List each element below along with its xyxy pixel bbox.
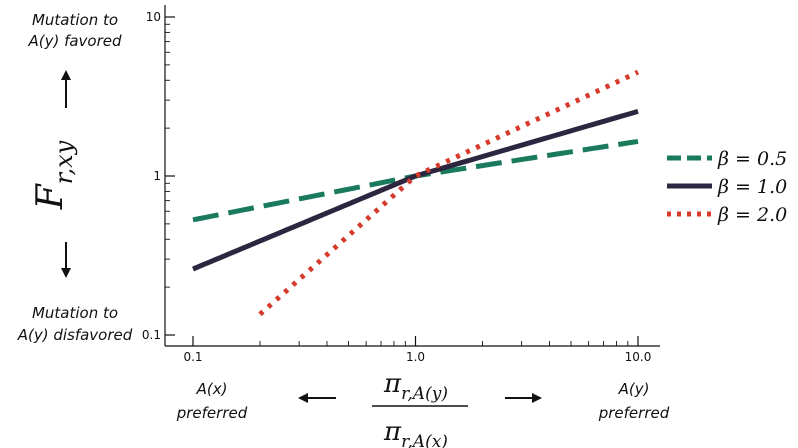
down-arrow-icon bbox=[61, 242, 71, 278]
annotation-favored-line2: A(y) favored bbox=[27, 32, 122, 50]
legend-label-2: β = 1.0 bbox=[717, 176, 787, 198]
series-line-3 bbox=[258, 69, 640, 317]
annotation-ax-preferred-line1: A(x) bbox=[196, 380, 228, 398]
legend-label-1: β = 0.5 bbox=[717, 148, 787, 170]
annotation-disfavored-line2: A(y) disfavored bbox=[17, 326, 133, 344]
svg-text:πr,A(x): πr,A(x) bbox=[383, 417, 448, 448]
y-tick-label: 0.1 bbox=[142, 328, 161, 342]
y-tick-label: 1 bbox=[153, 169, 161, 183]
series-line-1 bbox=[192, 138, 639, 223]
series-line-2 bbox=[192, 108, 639, 272]
x-tick-label: 1.0 bbox=[406, 350, 425, 364]
left-arrow-icon bbox=[298, 393, 336, 403]
right-arrow-icon bbox=[505, 393, 542, 403]
annotation-ay-preferred-line2: preferred bbox=[598, 404, 670, 422]
up-arrow-icon bbox=[61, 70, 71, 108]
y-axis-label: Fr,xy bbox=[30, 140, 78, 210]
annotation-favored-line1: Mutation to bbox=[32, 11, 118, 29]
y-tick-label: 10 bbox=[146, 10, 161, 24]
x-tick-label: 0.1 bbox=[183, 350, 202, 364]
svg-text:Fr,xy: Fr,xy bbox=[30, 140, 78, 210]
annotation-ay-preferred-line1: A(y) bbox=[618, 380, 650, 398]
annotation-disfavored-line1: Mutation to bbox=[32, 304, 118, 322]
svg-text:πr,A(y): πr,A(y) bbox=[383, 369, 448, 404]
x-axis-label: πr,A(y) πr,A(x) bbox=[372, 369, 468, 448]
annotation-ax-preferred-line2: preferred bbox=[176, 404, 248, 422]
x-tick-label: 10.0 bbox=[625, 350, 652, 364]
legend-label-3: β = 2.0 bbox=[717, 204, 787, 226]
